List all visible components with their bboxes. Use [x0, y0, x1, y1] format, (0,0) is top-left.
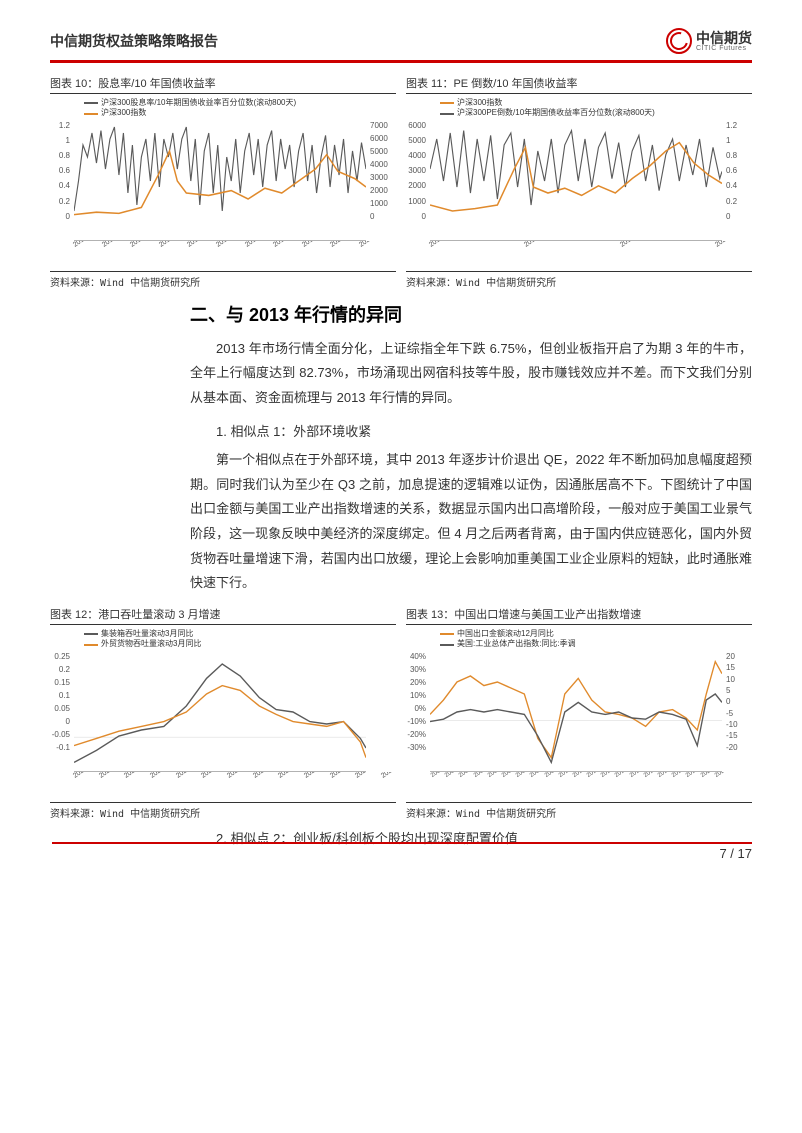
legend-label: 外贸货物吞吐量滚动3月同比 — [101, 639, 201, 649]
legend-swatch — [440, 113, 454, 115]
company-logo: 中信期货 CITIC Futures — [666, 28, 752, 54]
chart-11-plot: 6000500040003000200010000 1.210.80.60.40… — [408, 121, 750, 241]
chart-13-line-us-ip — [430, 694, 722, 762]
chart-11: 图表 11：PE 倒数/10 年国债收益率 沪深300指数 沪深300PE倒数/… — [406, 75, 752, 289]
chart-12-yaxis-left: 0.250.20.150.10.050-0.05-0.1 — [50, 652, 70, 752]
legend-label: 沪深300PE倒数/10年期国债收益率百分位数(滚动800天) — [457, 108, 655, 118]
chart-12-title: 图表 12：港口吞吐量滚动 3 月增速 — [50, 606, 396, 622]
chart-11-yaxis-right: 1.210.80.60.40.20 — [726, 121, 752, 221]
report-title: 中信期货权益策略策略报告 — [50, 31, 218, 51]
chart-13-title: 图表 13：中国出口增速与美国工业产出指数增速 — [406, 606, 752, 622]
section-2-para1: 2013 年市场行情全面分化，上证综指全年下跌 6.75%，但创业板指开启了为期… — [190, 337, 752, 411]
legend-swatch — [84, 102, 98, 104]
chart-10: 图表 10：股息率/10 年国债收益率 沪深300股息率/10年期国债收益率百分… — [50, 75, 396, 289]
legend-label: 沪深300指数 — [457, 98, 502, 108]
chart-10-plot: 1.210.80.60.40.20 7000600050004000300020… — [52, 121, 394, 241]
chart-10-title: 图表 10：股息率/10 年国债收益率 — [50, 75, 396, 91]
legend-swatch — [84, 644, 98, 646]
chart-13-source: 资料来源：Wind 中信期货研究所 — [406, 805, 752, 820]
legend-label: 沪深300股息率/10年期国债收益率百分位数(滚动800天) — [101, 98, 296, 108]
chart-10-yaxis-right: 70006000500040003000200010000 — [370, 121, 396, 221]
chart-12-source: 资料来源：Wind 中信期货研究所 — [50, 805, 396, 820]
chart-13-plot: 40%30%20%10%0%-10%-20%-30% 20151050-5-10… — [408, 652, 750, 772]
legend-swatch — [440, 644, 454, 646]
chart-11-legend: 沪深300指数 沪深300PE倒数/10年期国债收益率百分位数(滚动800天) — [406, 98, 752, 119]
section-2-sub1-title: 1. 相似点 1：外部环境收紧 — [190, 421, 752, 440]
charts-row-bottom: 图表 12：港口吞吐量滚动 3 月增速 集装箱吞吐量滚动3月同比 外贸货物吞吐量… — [50, 606, 752, 820]
chart-12-plot: 0.250.20.150.10.050-0.05-0.1 — [52, 652, 394, 772]
chart-13: 图表 13：中国出口增速与美国工业产出指数增速 中国出口金额滚动12月同比 美国… — [406, 606, 752, 820]
logo-icon — [666, 28, 692, 54]
chart-12-line-container — [74, 664, 366, 762]
chart-12-xaxis: 2020-032020-052020-072020-092020-112021-… — [50, 774, 396, 781]
legend-swatch — [84, 113, 98, 115]
legend-swatch — [84, 633, 98, 635]
charts-row-top: 图表 10：股息率/10 年国债收益率 沪深300股息率/10年期国债收益率百分… — [50, 75, 752, 289]
chart-12: 图表 12：港口吞吐量滚动 3 月增速 集装箱吞吐量滚动3月同比 外贸货物吞吐量… — [50, 606, 396, 820]
chart-13-yaxis-right: 20151050-5-10-15-20 — [726, 652, 752, 752]
chart-13-xaxis: 2001-122002-122003-122004-122005-122006-… — [406, 774, 752, 780]
section-2-sub1-para: 第一个相似点在于外部环境，其中 2013 年逐步计价退出 QE，2022 年不断… — [190, 448, 752, 596]
legend-swatch — [440, 102, 454, 104]
chart-11-title: 图表 11：PE 倒数/10 年国债收益率 — [406, 75, 752, 91]
legend-swatch — [440, 633, 454, 635]
chart-12-legend: 集装箱吞吐量滚动3月同比 外贸货物吞吐量滚动3月同比 — [50, 629, 396, 650]
legend-label: 沪深300指数 — [101, 108, 146, 118]
logo-text-en: CITIC Futures — [696, 45, 752, 52]
section-2-title: 二、与 2013 年行情的异同 — [190, 301, 752, 327]
chart-10-legend: 沪深300股息率/10年期国债收益率百分位数(滚动800天) 沪深300指数 — [50, 98, 396, 119]
page-number: 7 / 17 — [52, 842, 752, 861]
chart-11-xaxis: 2010-04-152014-04-152018-04-152022-04-15 — [406, 243, 752, 250]
chart-10-yaxis-left: 1.210.80.60.40.20 — [50, 121, 70, 221]
chart-10-xaxis: 2011-07-012012-07-012013-07-012014-07-01… — [50, 243, 396, 250]
chart-12-line-trade — [74, 685, 366, 757]
legend-label: 集装箱吞吐量滚动3月同比 — [101, 629, 193, 639]
chart-13-yaxis-left: 40%30%20%10%0%-10%-20%-30% — [406, 652, 426, 752]
logo-text-cn: 中信期货 — [696, 31, 752, 45]
legend-label: 中国出口金额滚动12月同比 — [457, 629, 554, 639]
legend-label: 美国:工业总体产出指数:同比:季调 — [457, 639, 576, 649]
chart-13-legend: 中国出口金额滚动12月同比 美国:工业总体产出指数:同比:季调 — [406, 629, 752, 650]
page-header: 中信期货权益策略策略报告 中信期货 CITIC Futures — [50, 28, 752, 63]
chart-11-source: 资料来源：Wind 中信期货研究所 — [406, 274, 752, 289]
chart-10-source: 资料来源：Wind 中信期货研究所 — [50, 274, 396, 289]
chart-11-yaxis-left: 6000500040003000200010000 — [406, 121, 426, 221]
chart-10-line-ratio — [74, 127, 366, 211]
